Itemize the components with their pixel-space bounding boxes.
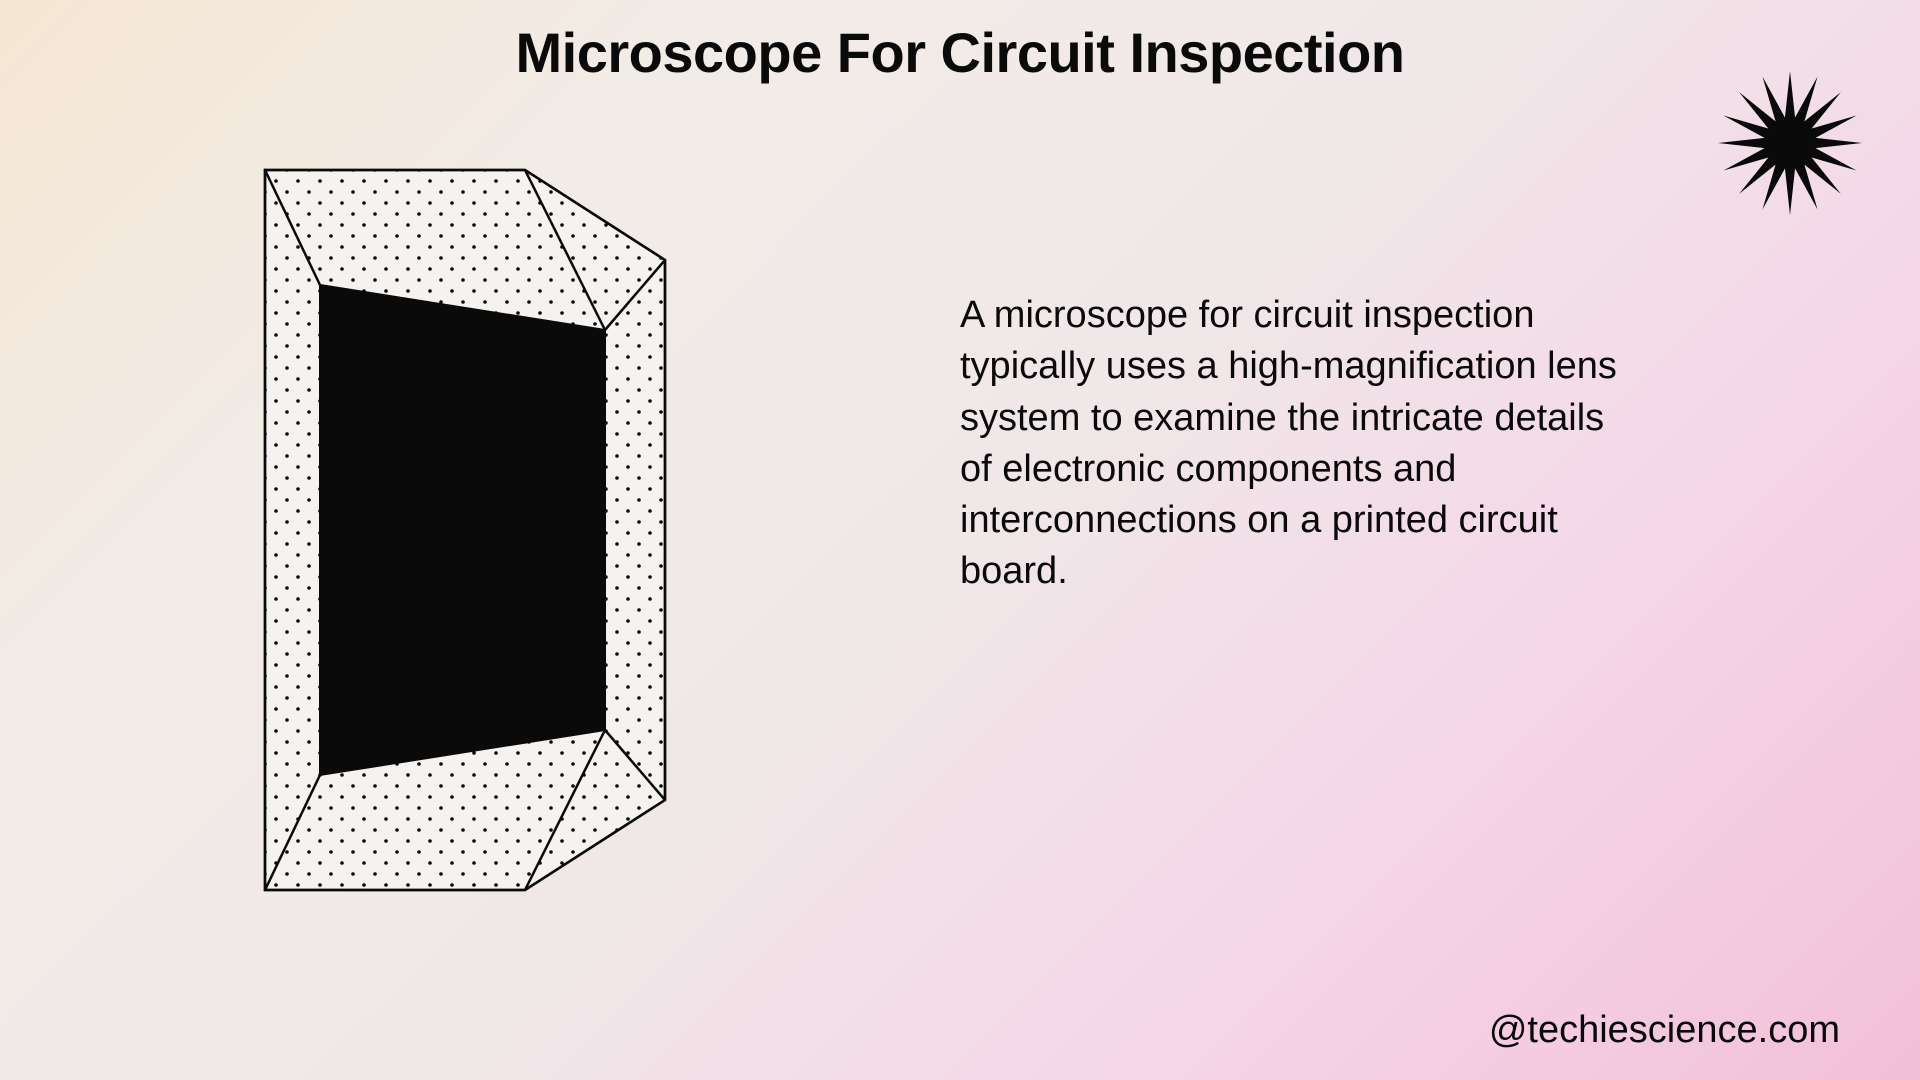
page-title: Microscope For Circuit Inspection (516, 20, 1405, 85)
isometric-frame-illustration (260, 165, 670, 900)
starburst-icon (1715, 68, 1865, 223)
body-text: A microscope for circuit inspection typi… (960, 290, 1620, 598)
attribution-text: @techiescience.com (1489, 1009, 1840, 1052)
